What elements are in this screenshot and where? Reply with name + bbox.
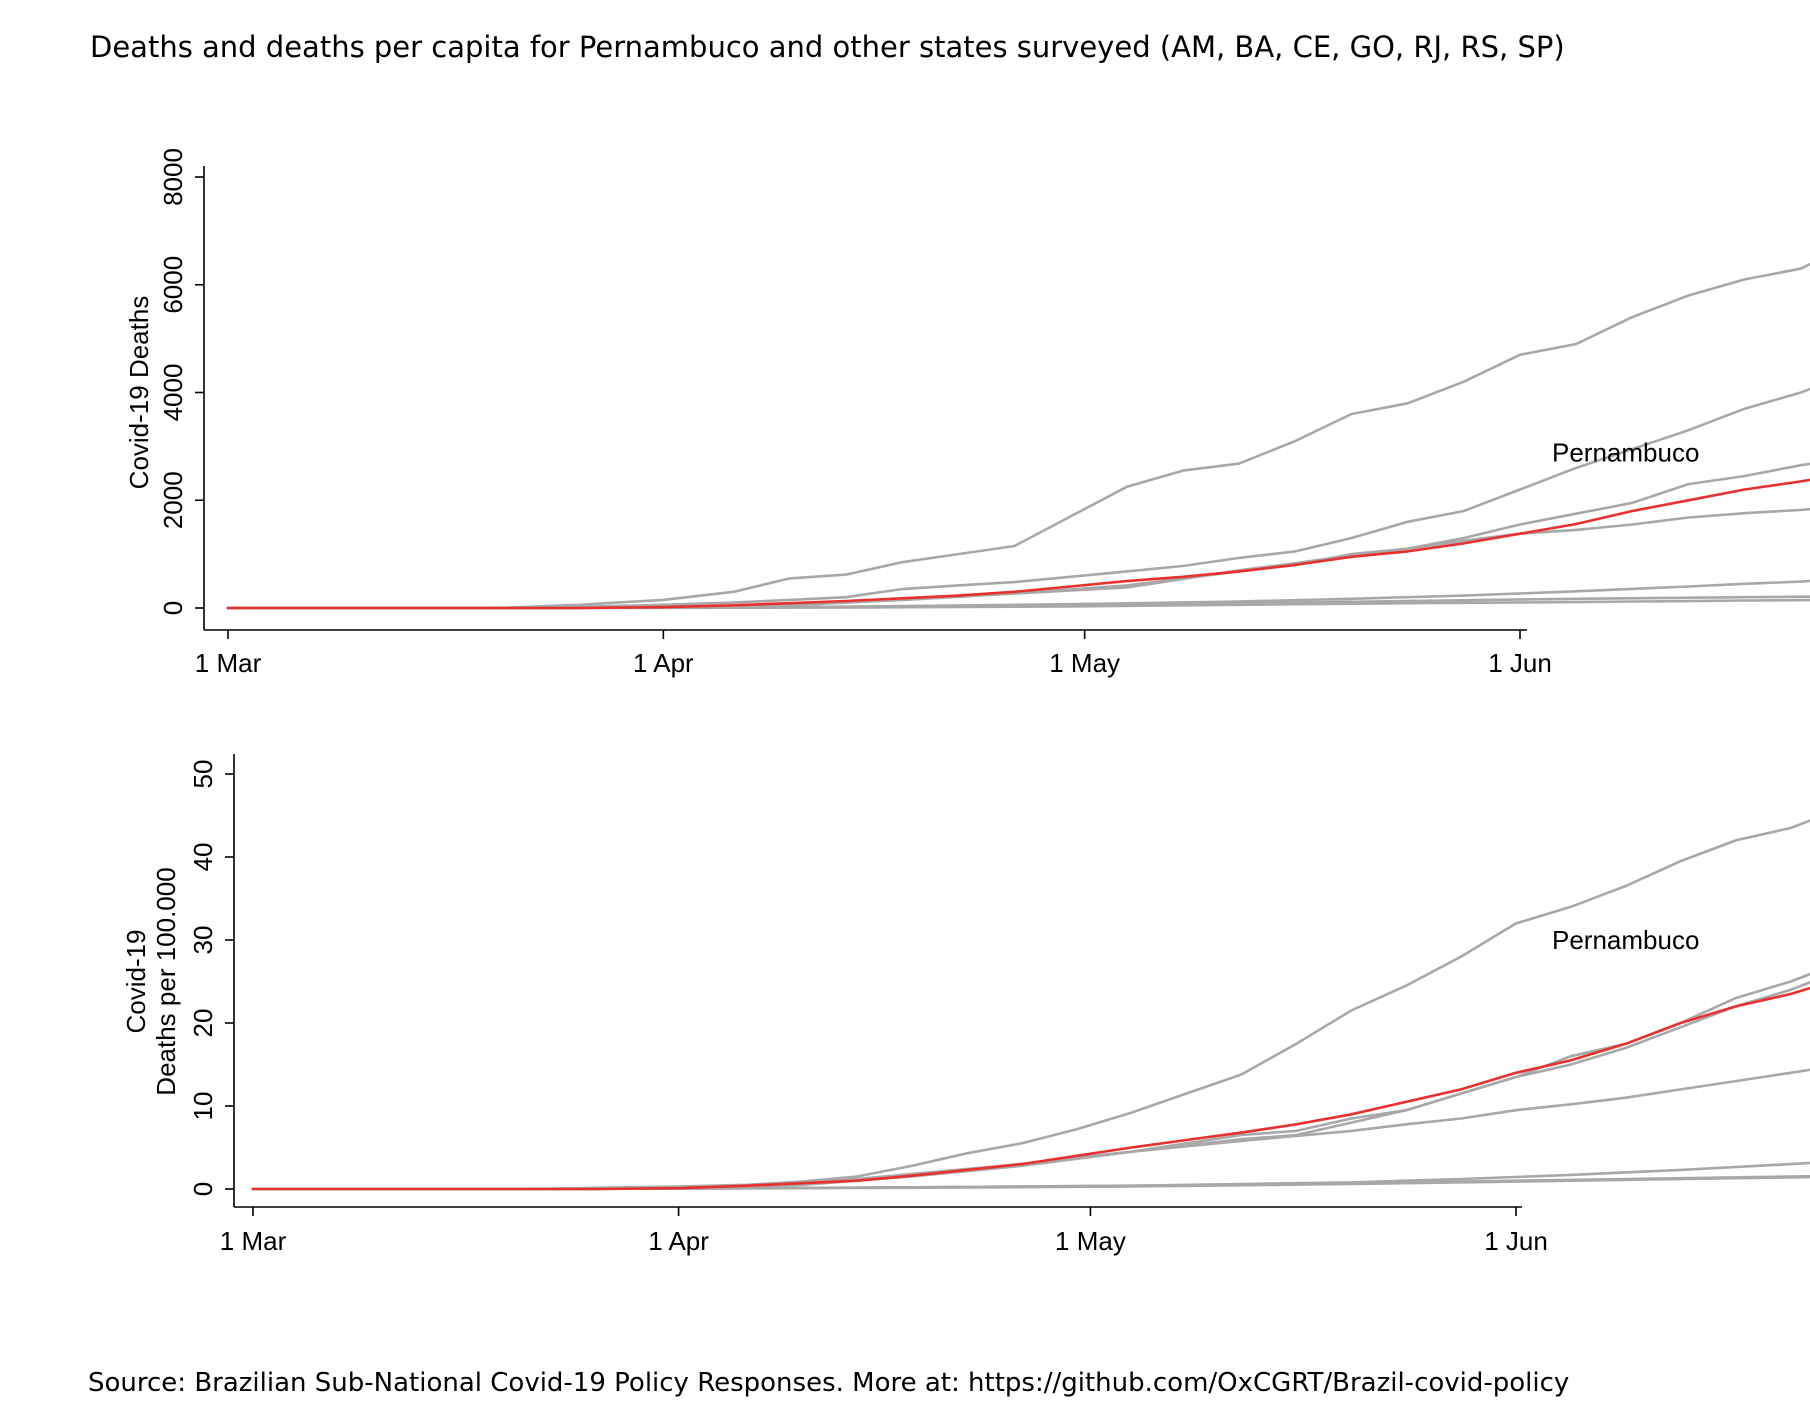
x-tick-label: 1 Jun bbox=[1488, 648, 1552, 678]
y-tick-label: 30 bbox=[188, 926, 218, 955]
y-tick-label: 4000 bbox=[158, 364, 188, 422]
other-state-series-line bbox=[251, 819, 1810, 1191]
highlight-series-label: Pernambuco bbox=[1552, 437, 1699, 467]
deaths-per-capita-chart: 0 10 20 30 40 50 1 Mar 1 Apr 1 May 1 Jun Covid-19 D… bbox=[121, 754, 1810, 1256]
y-tick-label: 50 bbox=[188, 760, 218, 789]
y-tick-label: 0 bbox=[158, 601, 188, 615]
x-tick-label: 1 Mar bbox=[195, 648, 262, 678]
y-axis-title: Covid-19 bbox=[121, 929, 151, 1033]
highlight-series-label: Pernambuco bbox=[1552, 925, 1699, 955]
other-state-series-line bbox=[226, 387, 1810, 610]
x-tick-label: 1 Apr bbox=[633, 648, 694, 678]
other-state-series-line bbox=[226, 507, 1810, 610]
y-tick-label: 2000 bbox=[158, 471, 188, 529]
other-state-series-line bbox=[251, 1068, 1810, 1191]
other-state-series-line bbox=[226, 598, 1810, 610]
other-state-series-line bbox=[251, 1161, 1810, 1191]
other-state-series-line bbox=[226, 262, 1810, 610]
y-tick-label: 6000 bbox=[158, 256, 188, 314]
x-tick-label: 1 May bbox=[1049, 648, 1120, 678]
pernambuco-series-line bbox=[226, 478, 1810, 610]
y-tick-label: 20 bbox=[188, 1009, 218, 1038]
x-tick-label: 1 Apr bbox=[648, 1226, 709, 1256]
x-tick-label: 1 Mar bbox=[220, 1226, 287, 1256]
y-tick-label: 8000 bbox=[158, 148, 188, 206]
other-state-series-line bbox=[251, 981, 1810, 1191]
page-title: Deaths and deaths per capita for Pernamb… bbox=[90, 30, 1565, 64]
x-tick-label: 1 Jun bbox=[1484, 1226, 1548, 1256]
y-axis-title: Covid-19 Deaths bbox=[124, 296, 154, 490]
y-tick-label: 40 bbox=[188, 843, 218, 872]
deaths-chart: 0 2000 4000 6000 8000 1 Mar 1 Apr 1 May 1 Jun Cov… bbox=[124, 148, 1810, 678]
y-tick-label: 0 bbox=[188, 1182, 218, 1196]
source-note: Source: Brazilian Sub-National Covid-19 … bbox=[88, 1368, 1570, 1398]
x-tick-label: 1 May bbox=[1055, 1226, 1126, 1256]
y-tick-label: 10 bbox=[188, 1092, 218, 1121]
other-state-series-line bbox=[251, 1175, 1810, 1191]
pernambuco-series-line bbox=[251, 986, 1810, 1191]
y-axis-title: Deaths per 100.000 bbox=[151, 867, 181, 1095]
